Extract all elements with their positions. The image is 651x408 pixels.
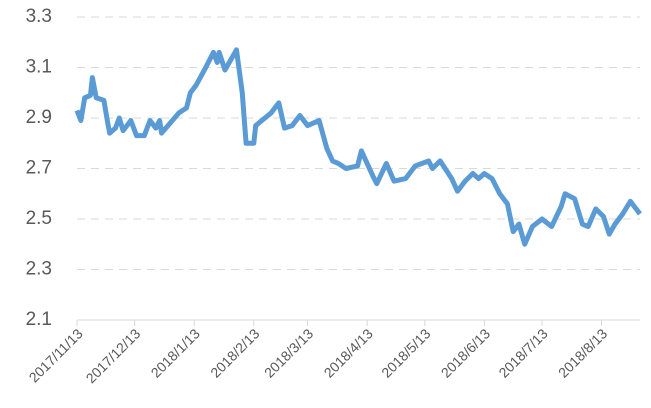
line-series: [74, 47, 642, 247]
y-tick-label: 2.9: [26, 107, 52, 128]
y-tick-label: 3.1: [26, 57, 52, 78]
x-tick-label: 2018/7/13: [495, 325, 551, 381]
x-tick-label: 2018/1/13: [148, 325, 204, 381]
y-tick-label: 2.3: [26, 259, 52, 280]
x-tick-label: 2017/12/13: [83, 325, 144, 386]
y-tick-label: 3.3: [26, 6, 52, 27]
x-tick-label: 2018/6/13: [438, 325, 494, 381]
y-tick-label: 2.1: [26, 309, 52, 330]
x-tick-label: 2018/3/13: [261, 325, 317, 381]
x-tick-label: 2017/11/13: [26, 325, 86, 385]
x-tick-label: 2018/5/13: [378, 325, 434, 381]
y-tick-label: 2.5: [26, 208, 52, 229]
x-tick-label: 2018/2/13: [207, 325, 263, 381]
y-tick-label: 2.7: [26, 158, 52, 179]
x-tick-label: 2018/8/13: [555, 325, 611, 381]
x-tick-label: 2018/4/13: [321, 325, 377, 381]
